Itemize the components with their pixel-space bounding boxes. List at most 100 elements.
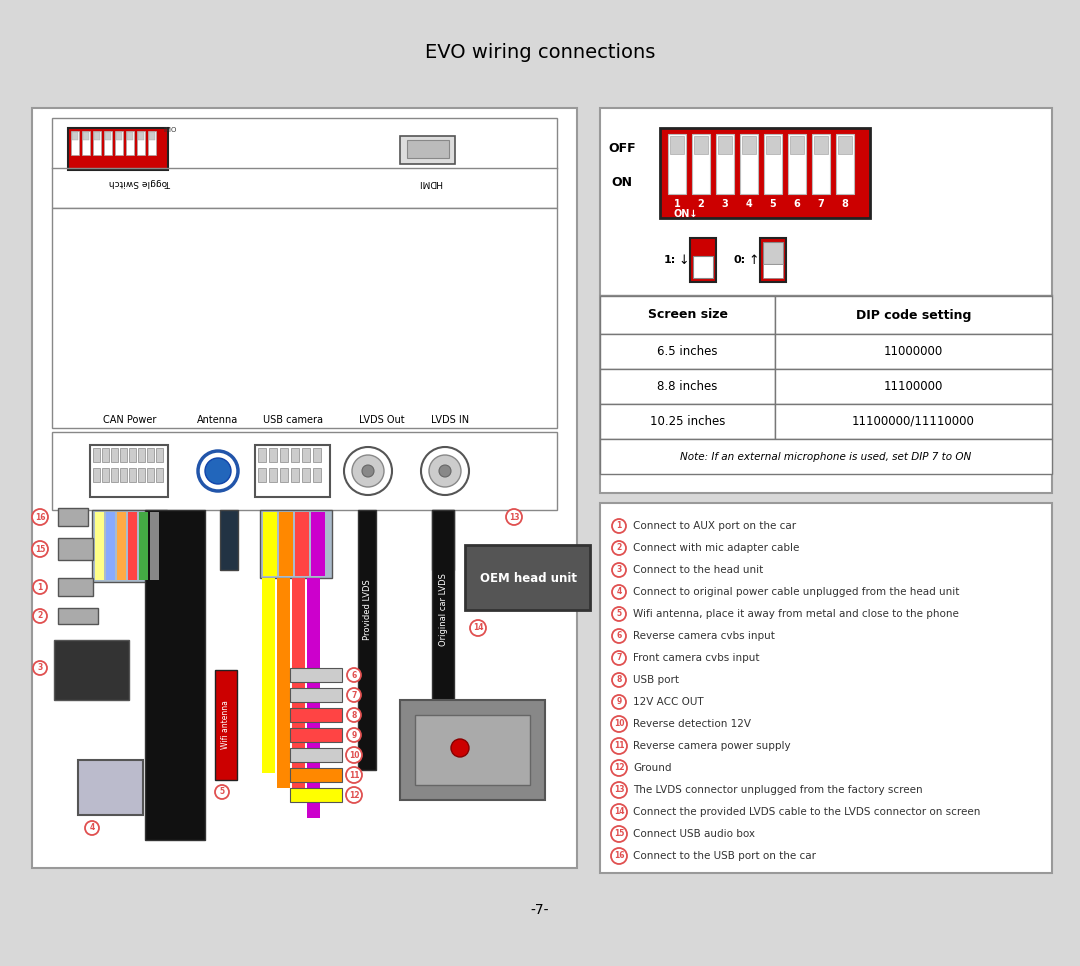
Text: Provided LVDS: Provided LVDS	[363, 580, 372, 640]
Text: 16: 16	[613, 851, 624, 861]
Text: LVDS IN: LVDS IN	[431, 415, 469, 425]
Text: 6: 6	[617, 632, 622, 640]
Bar	[762, 242, 783, 264]
Circle shape	[612, 541, 626, 555]
Bar	[600, 108, 1052, 493]
Circle shape	[347, 708, 361, 722]
Bar	[690, 238, 716, 282]
Text: 15: 15	[35, 545, 45, 554]
Bar	[147, 468, 154, 482]
Text: ↑: ↑	[748, 253, 759, 267]
Bar	[147, 448, 154, 462]
Text: 7: 7	[617, 654, 622, 663]
Circle shape	[33, 580, 48, 594]
Bar	[291, 728, 342, 742]
Bar	[812, 134, 831, 194]
Bar	[775, 296, 1052, 334]
Bar	[90, 445, 168, 497]
Text: Connect with mic adapter cable: Connect with mic adapter cable	[633, 543, 799, 553]
Text: 10.25 inches: 10.25 inches	[650, 415, 725, 428]
Text: 5: 5	[617, 610, 622, 618]
Text: 11: 11	[613, 742, 624, 751]
Text: 4: 4	[90, 823, 95, 833]
Bar	[357, 510, 376, 770]
Circle shape	[85, 821, 99, 835]
Bar	[149, 132, 156, 140]
Text: Reverse camera power supply: Reverse camera power supply	[633, 741, 791, 751]
Circle shape	[347, 728, 361, 742]
Text: 13: 13	[509, 513, 519, 522]
Text: ON↓: ON↓	[674, 209, 699, 219]
Text: 3: 3	[38, 664, 42, 672]
Bar	[280, 448, 288, 462]
Circle shape	[470, 620, 486, 636]
Bar	[760, 238, 786, 282]
Bar	[600, 334, 775, 369]
Text: OFF: OFF	[608, 141, 636, 155]
Text: The LVDS connector unplugged from the factory screen: The LVDS connector unplugged from the fa…	[633, 785, 922, 795]
Bar	[291, 688, 342, 702]
Text: 12V ACC OUT: 12V ACC OUT	[633, 697, 704, 707]
Bar	[313, 468, 321, 482]
Text: 8.8 inches: 8.8 inches	[658, 380, 718, 393]
Bar	[138, 468, 145, 482]
Circle shape	[611, 716, 627, 732]
Text: 3: 3	[721, 199, 728, 209]
Bar	[129, 468, 136, 482]
Circle shape	[612, 563, 626, 577]
Bar	[775, 334, 1052, 369]
Text: 10: 10	[349, 751, 360, 759]
Bar	[93, 131, 102, 155]
Bar	[766, 136, 780, 154]
Bar	[269, 448, 276, 462]
Bar	[291, 668, 342, 682]
Bar	[117, 512, 126, 580]
Text: 11100000/11110000: 11100000/11110000	[852, 415, 975, 428]
Bar	[740, 134, 758, 194]
Text: CAN Power: CAN Power	[104, 415, 157, 425]
Text: Antenna: Antenna	[198, 415, 239, 425]
Bar	[669, 134, 686, 194]
Bar	[400, 700, 545, 800]
Circle shape	[346, 787, 362, 803]
Bar	[52, 118, 557, 208]
Bar	[295, 512, 309, 576]
Text: Connect to original power cable unplugged from the head unit: Connect to original power cable unplugge…	[633, 587, 959, 597]
Bar	[129, 512, 137, 580]
Text: 7: 7	[818, 199, 824, 209]
Text: Front camera cvbs input: Front camera cvbs input	[633, 653, 759, 663]
Bar	[32, 108, 577, 868]
Bar	[432, 510, 454, 710]
Bar	[138, 448, 145, 462]
Circle shape	[611, 826, 627, 842]
Circle shape	[33, 661, 48, 675]
Bar	[68, 128, 168, 170]
Bar	[120, 468, 127, 482]
Circle shape	[421, 447, 469, 495]
Bar	[114, 131, 123, 155]
Text: Ground: Ground	[633, 763, 672, 773]
Circle shape	[612, 695, 626, 709]
Bar	[775, 404, 1052, 439]
Bar	[600, 369, 775, 404]
Bar	[126, 131, 134, 155]
Text: 4: 4	[745, 199, 753, 209]
Bar	[788, 134, 806, 194]
Circle shape	[507, 509, 522, 525]
Text: OEM head unit: OEM head unit	[480, 572, 577, 584]
Bar	[52, 432, 557, 510]
Bar	[82, 131, 90, 155]
Text: 5: 5	[770, 199, 777, 209]
Bar	[291, 788, 342, 802]
Circle shape	[611, 782, 627, 798]
Circle shape	[198, 451, 238, 491]
Bar	[279, 512, 293, 576]
Bar	[762, 264, 783, 278]
Text: 4: 4	[617, 587, 622, 596]
Bar	[58, 508, 87, 526]
Bar	[269, 468, 276, 482]
Bar	[71, 131, 79, 155]
Bar	[407, 140, 449, 158]
Text: 9: 9	[617, 697, 622, 706]
Bar	[111, 468, 118, 482]
